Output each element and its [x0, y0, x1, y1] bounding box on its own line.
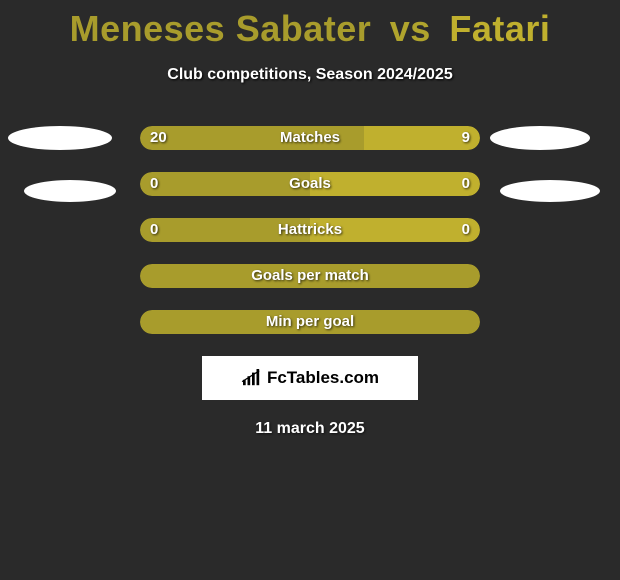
date-line: 11 march 2025	[0, 420, 620, 438]
bar-segment-left	[140, 126, 364, 150]
bar-segment-right	[310, 218, 480, 242]
bar-segment-full	[140, 264, 480, 288]
branding-text: FcTables.com	[267, 368, 379, 388]
stat-row: Matches209	[0, 126, 620, 150]
player1-name: Meneses Sabater	[70, 8, 372, 49]
stat-bar	[140, 264, 480, 288]
stat-bar	[140, 172, 480, 196]
bar-segment-right	[310, 172, 480, 196]
stat-row: Goals per match	[0, 264, 620, 288]
stat-value-left: 0	[150, 172, 158, 196]
vs-separator: vs	[390, 8, 431, 49]
stat-row: Hattricks00	[0, 218, 620, 242]
subtitle: Club competitions, Season 2024/2025	[0, 66, 620, 84]
bar-segment-left	[140, 218, 310, 242]
barchart-icon	[241, 369, 263, 387]
stats-area: Matches209Goals00Hattricks00Goals per ma…	[0, 126, 620, 334]
stat-bar	[140, 126, 480, 150]
stat-row: Goals00	[0, 172, 620, 196]
stat-value-left: 20	[150, 126, 167, 150]
stat-value-right: 9	[462, 126, 470, 150]
stat-row: Min per goal	[0, 310, 620, 334]
player2-name: Fatari	[449, 8, 550, 49]
bar-segment-left	[140, 172, 310, 196]
stat-value-left: 0	[150, 218, 158, 242]
stat-value-right: 0	[462, 218, 470, 242]
stat-bar	[140, 218, 480, 242]
page-title: Meneses Sabater vs Fatari	[0, 0, 620, 50]
stat-bar	[140, 310, 480, 334]
stat-value-right: 0	[462, 172, 470, 196]
branding-box: FcTables.com	[202, 356, 418, 400]
bar-segment-full	[140, 310, 480, 334]
